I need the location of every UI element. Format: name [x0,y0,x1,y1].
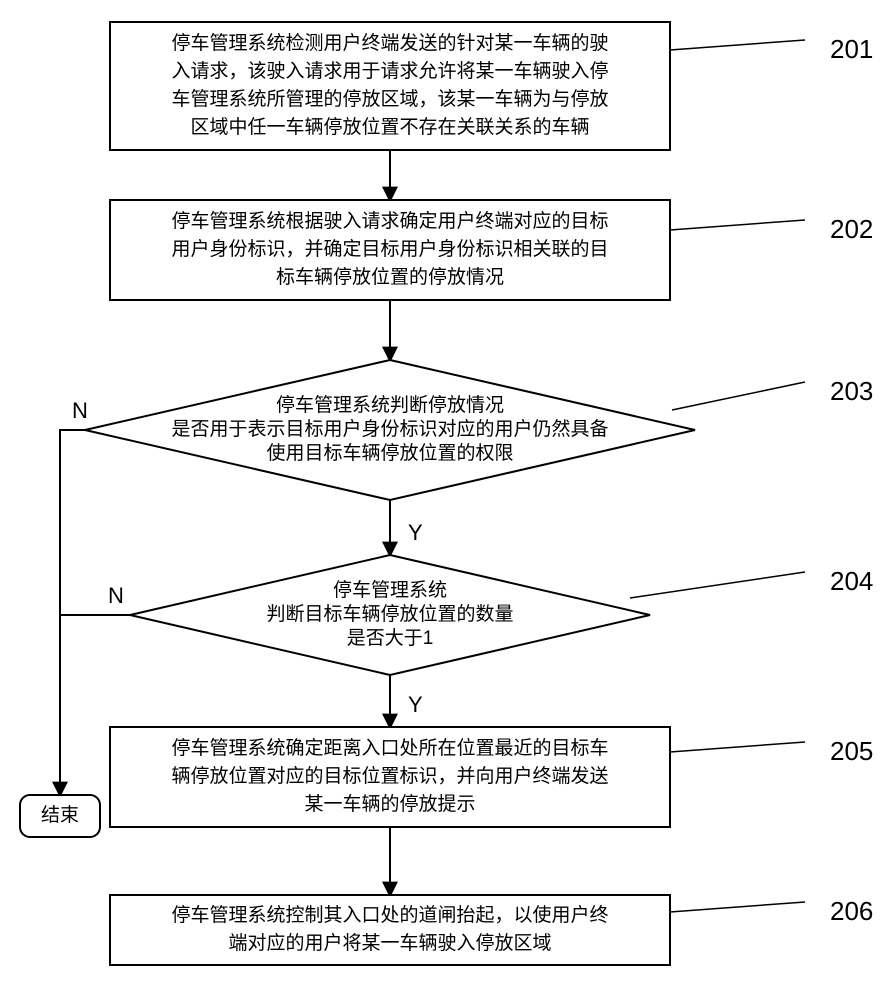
node-text-line: 区域中任一车辆停放位置不存在关联关系的车辆 [190,116,589,138]
node-text-line: 停车管理系统 [333,579,447,601]
step-number-label: 206 [830,896,873,926]
node-text-line: 停车管理系统确定距离入口处所在位置最近的目标车 [171,737,608,759]
node-text-line: 某一车辆的停放提示 [304,793,475,815]
step-number-label: 205 [830,736,873,766]
flow-node-end: 结束 [20,795,100,837]
node-text-line: 是否大于1 [347,627,434,649]
flow-node-n204: 停车管理系统判断目标车辆停放位置的数量是否大于1 204 [130,555,873,675]
node-text-line: 端对应的用户将某一车辆驶入停放区域 [228,932,551,954]
node-text-line: 辆停放位置对应的目标位置标识，并向用户终端发送 [171,765,608,787]
flowchart-canvas: Y Y N N 停车管理系统检测用户终端发送的针对某一车辆的驶入请求，该驶入请求用于请求… [0,0,884,1000]
flow-node-n202: 停车管理系统根据驶入请求确定用户终端对应的目标用户身份标识，并确定目标用户身份标… [110,200,873,300]
edge-label: N [72,398,88,423]
node-text-line: 结束 [41,804,79,826]
leader-line [630,572,805,598]
node-text-line: 标车辆停放位置的停放情况 [276,266,504,288]
node-text-line: 用户身份标识，并确定目标用户身份标识相关联的目 [171,238,608,260]
leader-line [670,742,805,752]
flow-node-n205: 停车管理系统确定距离入口处所在位置最近的目标车辆停放位置对应的目标位置标识，并向… [110,727,873,827]
node-text-line: 是否用于表示目标用户身份标识对应的用户仍然具备 [171,418,608,440]
node-text-line: 停车管理系统判断停放情况 [276,394,504,416]
step-number-label: 203 [830,376,873,406]
flow-edge: Y [390,675,423,727]
leader-line [670,40,805,50]
flow-edge: N [60,398,88,795]
flow-edge: N [60,583,130,615]
flow-edge: Y [390,500,423,555]
edge-label: N [108,583,124,608]
node-text-line: 停车管理系统检测用户终端发送的针对某一车辆的驶 [171,32,608,54]
node-text-line: 停车管理系统根据驶入请求确定用户终端对应的目标 [171,210,608,232]
leader-line [670,902,805,912]
step-number-label: 201 [830,34,873,64]
flow-node-n203: 停车管理系统判断停放情况是否用于表示目标用户身份标识对应的用户仍然具备使用目标车… [85,360,873,500]
flow-node-n201: 停车管理系统检测用户终端发送的针对某一车辆的驶入请求，该驶入请求用于请求允许将某… [110,22,873,150]
node-text-line: 判断目标车辆停放位置的数量 [266,603,513,625]
step-number-label: 202 [830,214,873,244]
leader-line [672,382,805,410]
node-text-line: 停车管理系统控制其入口处的道闸抬起，以使用户终 [171,904,608,926]
edge-label: Y [408,520,423,545]
node-text-line: 车管理系统所管理的停放区域，该某一车辆为与停放 [171,88,608,110]
node-text-line: 使用目标车辆停放位置的权限 [266,442,513,464]
leader-line [670,220,805,230]
flow-node-n206: 停车管理系统控制其入口处的道闸抬起，以使用户终端对应的用户将某一车辆驶入停放区域… [110,895,873,965]
edge-label: Y [408,692,423,717]
node-text-line: 入请求，该驶入请求用于请求允许将某一车辆驶入停 [171,60,608,82]
step-number-label: 204 [830,566,873,596]
